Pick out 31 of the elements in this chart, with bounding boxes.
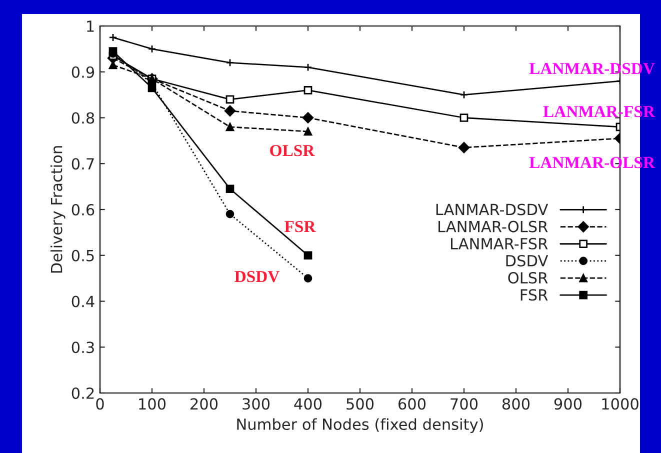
- legend-label: LANMAR-DSDV: [436, 204, 548, 216]
- x-tick-label: 800: [502, 398, 530, 410]
- x-tick-label: 500: [346, 398, 374, 410]
- annotation: OLSR: [270, 144, 315, 156]
- x-tick-label: 0: [96, 398, 104, 410]
- y-tick-label: 0.4: [72, 296, 94, 308]
- annotation: DSDV: [234, 270, 280, 282]
- y-tick-label: 0.5: [72, 250, 94, 262]
- annotation: FSR: [284, 220, 316, 232]
- legend-label: DSDV: [506, 254, 548, 267]
- y-axis-title: Delivery Fraction: [50, 146, 66, 273]
- y-tick-label: 0.2: [72, 387, 94, 400]
- x-tick-label: 400: [294, 398, 322, 410]
- x-tick-label: 900: [554, 398, 582, 410]
- y-tick-label: 0.3: [72, 342, 94, 354]
- legend-label: OLSR: [508, 272, 548, 284]
- y-tick-label: 0.8: [72, 112, 94, 124]
- legend-label: LANMAR-OLSR: [438, 220, 548, 232]
- y-tick-label: 0.9: [72, 66, 94, 78]
- x-tick-label: 200: [190, 398, 218, 410]
- x-tick-label: 100: [139, 398, 166, 410]
- x-tick-label: 700: [450, 398, 478, 410]
- y-tick-label: 1: [87, 20, 94, 32]
- x-axis-title: Number of Nodes (fixed density): [237, 418, 483, 433]
- x-tick-label: 600: [398, 398, 426, 410]
- x-tick-label: 300: [242, 398, 270, 410]
- legend-label: LANMAR-FSR: [450, 238, 548, 250]
- y-tick-label: 0.7: [72, 158, 94, 170]
- x-tick-label: 1000: [602, 398, 638, 410]
- y-tick-label: 0.6: [72, 204, 94, 216]
- legend-label: FSR: [520, 289, 548, 301]
